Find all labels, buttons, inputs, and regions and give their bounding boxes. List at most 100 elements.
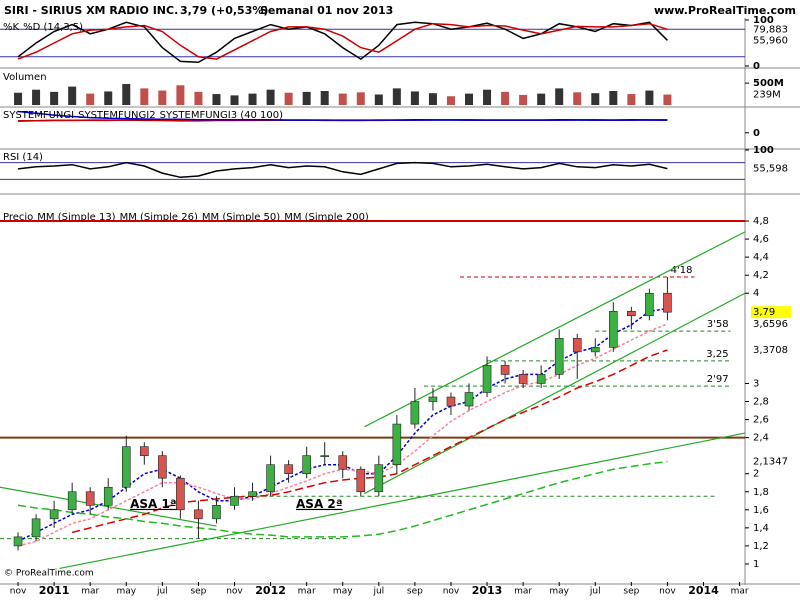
candle-body: [248, 491, 257, 497]
volume-bar: [555, 88, 564, 105]
x-tick-label: may: [116, 587, 136, 597]
legend-entry: Precio: [3, 212, 33, 223]
volume-bar: [194, 91, 203, 105]
volume-bar: [302, 91, 311, 105]
moving-average: [72, 349, 668, 534]
volume-bar: [374, 94, 383, 105]
panel-title: SYSTEMFUNGI3 (40 100): [160, 110, 284, 121]
volume-bar: [428, 93, 437, 105]
level-label: 3,25: [706, 349, 728, 360]
x-tick-label: sep: [190, 587, 206, 597]
y-tick-label: 500M: [753, 78, 784, 89]
volume-bar: [284, 92, 293, 105]
volume-bar: [645, 90, 654, 105]
last-value-label: 3,3708: [753, 345, 788, 356]
x-tick-label: 2012: [255, 584, 286, 597]
volume-bar: [266, 89, 275, 105]
series-line: [17, 110, 668, 121]
legend-entry: MM (Simple 50): [202, 212, 280, 223]
last-value-label: 239M: [753, 90, 781, 101]
x-tick-label: nov: [443, 587, 460, 597]
candle-body: [302, 455, 311, 475]
candle-body: [645, 292, 654, 317]
volume-bar: [212, 94, 221, 105]
x-tick-label: mar: [298, 587, 316, 597]
level-label: 3'58: [707, 319, 729, 330]
y-tick-label: 0: [753, 128, 760, 139]
panel-title: %D (14,3,5): [23, 22, 83, 33]
candle-body: [121, 446, 131, 488]
trend-line: [364, 231, 746, 428]
candle-body: [49, 509, 59, 520]
x-tick-label: jul: [589, 587, 601, 597]
candle-body: [627, 310, 636, 317]
candle-body: [140, 446, 149, 456]
moving-average: [17, 460, 668, 538]
y-tick-label: 1: [753, 559, 759, 570]
candle-body: [85, 491, 95, 506]
volume-bar: [356, 92, 365, 105]
volume-bar: [140, 88, 149, 105]
candle-body: [446, 396, 456, 407]
last-value-label: 2,1347: [753, 457, 788, 468]
level-label: 2'97: [707, 374, 729, 385]
y-tick-label: 4,4: [753, 252, 769, 263]
candle-body: [176, 477, 185, 511]
volume-bar: [501, 91, 510, 105]
series-line: [17, 161, 668, 179]
candle-body: [103, 486, 113, 506]
candle-body: [518, 374, 528, 384]
x-tick-label: may: [333, 587, 353, 597]
trend-line: [364, 292, 746, 495]
candle-body: [410, 401, 420, 425]
volume-bar: [320, 91, 329, 105]
last-value-label: 79,883: [753, 24, 788, 35]
x-tick-label: may: [549, 587, 569, 597]
trend-line: [59, 432, 746, 570]
candle-body: [374, 464, 384, 493]
x-tick-label: 2014: [688, 584, 719, 597]
volume-bar: [573, 92, 582, 105]
y-tick-label: 4,6: [753, 234, 769, 245]
y-tick-label: 100: [753, 15, 774, 26]
candle-body: [67, 491, 77, 511]
symbol-title: SIRI - SIRIUS XM RADIO INC.: [4, 4, 178, 17]
candle-body: [320, 455, 329, 457]
candle-body: [609, 310, 618, 348]
candle-body: [482, 365, 492, 393]
volume-bar: [104, 91, 113, 105]
candle-body: [500, 365, 510, 375]
period: Semanal 01 nov 2013: [260, 4, 393, 17]
volume-bar: [446, 96, 455, 105]
candle-body: [338, 455, 348, 470]
candle-body: [572, 338, 582, 353]
x-tick-label: sep: [407, 587, 423, 597]
volume-bar: [158, 90, 167, 105]
candle-body: [464, 392, 474, 407]
candle-body: [158, 455, 167, 479]
y-tick-label: 1,2: [753, 541, 769, 552]
x-tick-label: 2011: [39, 584, 70, 597]
volume-bar: [14, 92, 23, 105]
candle-body: [194, 509, 203, 520]
candle-body: [392, 423, 402, 465]
y-tick-label: 2,6: [753, 415, 769, 426]
x-tick-label: mar: [514, 587, 532, 597]
y-tick-label: 1,8: [753, 487, 769, 498]
candle-body: [31, 518, 41, 538]
y-tick-label: 2: [753, 469, 759, 480]
panel-title: SYSTEMFUNGI: [3, 110, 74, 121]
candle-body: [230, 495, 239, 506]
level-label: 4'18: [671, 265, 693, 276]
candle-body: [536, 374, 546, 384]
panel-title: %K: [3, 22, 20, 33]
last-value-label: 55,598: [753, 164, 788, 175]
volume-bar: [122, 84, 131, 105]
candle-body: [266, 464, 275, 493]
last-value-label: 55,960: [753, 35, 788, 46]
candle-body: [356, 468, 366, 493]
candle-body: [554, 338, 564, 375]
volume-bar: [68, 86, 77, 105]
candle-body: [212, 504, 221, 520]
legend-entry: MM (Simple 26): [120, 212, 198, 223]
